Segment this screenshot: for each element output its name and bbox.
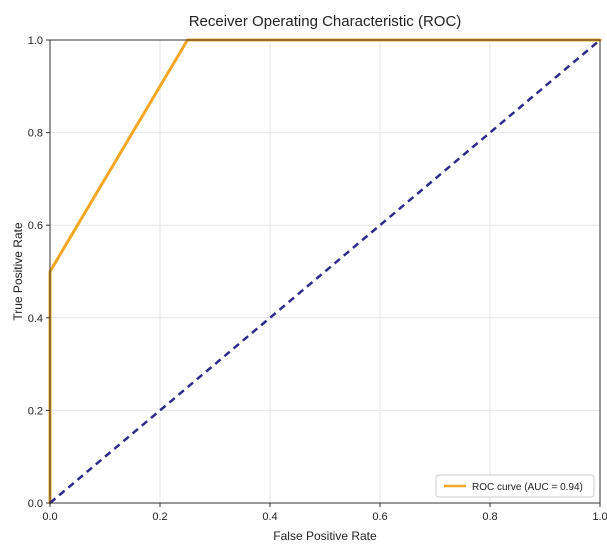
- diagonal-reference-line: [49, 39, 601, 504]
- legend: ROC curve (AUC = 0.94): [435, 474, 595, 498]
- plot-frame: [49, 39, 601, 504]
- chart-title: Receiver Operating Characteristic (ROC): [189, 13, 462, 30]
- roc-curve-line: [48, 38, 602, 505]
- x-tick-label-3: 0.6: [372, 511, 387, 523]
- ticks: 0.0 0.2 0.4 0.6 0.8 1.0 0.0 0.2 0.4 0.6 0.8 1.0: [28, 35, 607, 523]
- x-tick-label-5: 1.0: [592, 511, 607, 523]
- legend-box: [435, 474, 595, 498]
- x-axis-label: False Positive Rate: [273, 529, 377, 543]
- x-tick-label-1: 0.2: [152, 511, 167, 523]
- series-layer: [48, 38, 602, 505]
- x-tick-label-0: 0.0: [42, 511, 57, 523]
- x-tick-label-2: 0.4: [262, 511, 277, 523]
- y-tick-label-0: 0.0: [28, 498, 43, 510]
- y-tick-label-4: 0.8: [28, 128, 43, 140]
- y-tick-label-3: 0.6: [28, 220, 43, 232]
- y-tick-label-1: 0.2: [28, 405, 43, 417]
- y-tick-label-2: 0.4: [28, 313, 43, 325]
- x-tick-label-4: 0.8: [482, 511, 497, 523]
- legend-label: ROC curve (AUC = 0.94): [472, 482, 583, 493]
- y-tick-label-5: 1.0: [28, 35, 43, 47]
- y-axis-label: True Positive Rate: [11, 222, 25, 321]
- grid: [49, 39, 601, 504]
